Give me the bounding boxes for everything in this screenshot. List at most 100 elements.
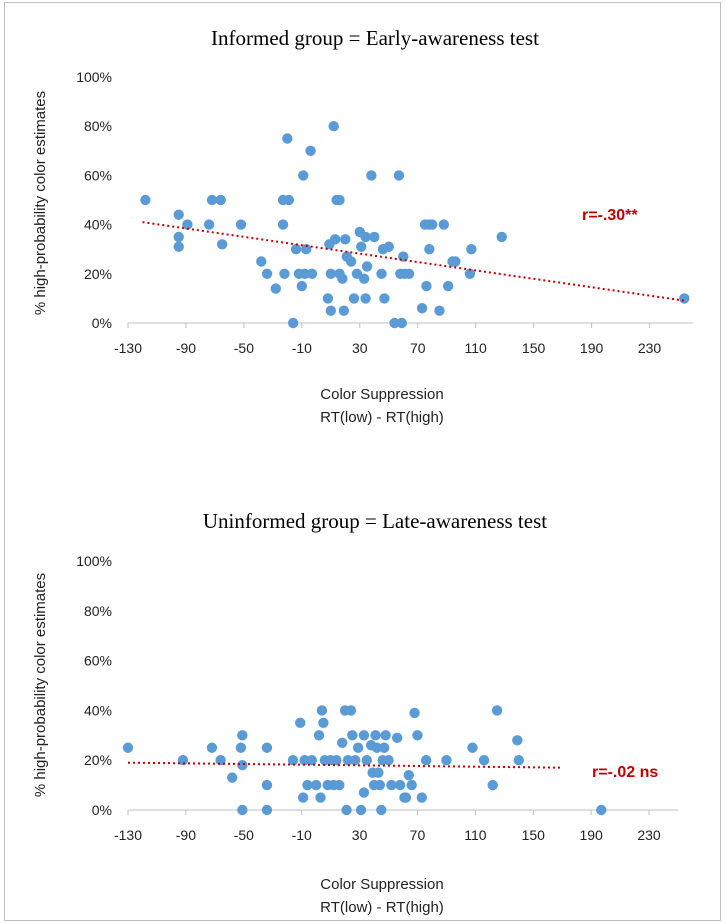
- data-point: [514, 755, 524, 765]
- x-tick-label: -50: [234, 827, 254, 843]
- x-tick-label: 150: [522, 827, 546, 843]
- data-point: [512, 735, 522, 745]
- y-tick-label: 100%: [76, 553, 112, 569]
- y-tick-label: 20%: [84, 266, 112, 282]
- data-point: [380, 730, 390, 740]
- data-point: [347, 730, 357, 740]
- x-axis-subtitle: RT(low) - RT(high): [320, 899, 444, 916]
- data-point: [417, 303, 427, 313]
- data-point: [271, 283, 281, 293]
- x-tick-label: 230: [638, 340, 662, 356]
- data-point: [278, 219, 288, 229]
- data-point: [140, 195, 150, 205]
- x-tick-label: -10: [292, 827, 312, 843]
- data-point: [216, 195, 226, 205]
- y-tick-label: 60%: [84, 167, 112, 183]
- data-point: [359, 730, 369, 740]
- data-point: [217, 239, 227, 249]
- data-point: [123, 743, 133, 753]
- data-point: [406, 780, 416, 790]
- x-tick-label: -90: [176, 340, 196, 356]
- data-point: [227, 772, 237, 782]
- x-tick-label: 230: [637, 827, 661, 843]
- y-tick-label: 0%: [92, 315, 112, 331]
- x-axis-subtitle: RT(low) - RT(high): [320, 409, 444, 426]
- data-point: [409, 708, 419, 718]
- data-point: [384, 242, 394, 252]
- data-point: [359, 787, 369, 797]
- y-tick-label: 60%: [84, 653, 112, 669]
- data-point: [307, 269, 317, 279]
- data-point: [375, 780, 385, 790]
- data-point: [284, 195, 294, 205]
- data-point: [362, 261, 372, 271]
- data-point: [376, 269, 386, 279]
- data-point: [256, 256, 266, 266]
- data-point: [392, 733, 402, 743]
- chart-title: Informed group = Early-awareness test: [211, 26, 539, 50]
- data-point: [331, 755, 341, 765]
- x-tick-label: 110: [465, 340, 488, 356]
- chart-title: Uninformed group = Late-awareness test: [203, 509, 547, 533]
- data-point: [450, 256, 460, 266]
- data-point: [334, 195, 344, 205]
- data-point: [353, 743, 363, 753]
- data-point: [340, 234, 350, 244]
- data-point: [330, 234, 340, 244]
- y-tick-label: 80%: [84, 603, 112, 619]
- data-point: [174, 242, 184, 252]
- chart-late-awareness: Uninformed group = Late-awareness test %…: [32, 509, 678, 916]
- data-point: [383, 755, 393, 765]
- data-point: [404, 770, 414, 780]
- x-axis-title: Color Suppression: [320, 386, 443, 403]
- data-point: [318, 718, 328, 728]
- data-point: [349, 293, 359, 303]
- y-tick-label: 40%: [84, 217, 112, 233]
- data-point: [174, 210, 184, 220]
- data-point: [311, 780, 321, 790]
- data-point: [376, 805, 386, 815]
- data-point: [346, 256, 356, 266]
- y-tick-label: 100%: [76, 69, 112, 85]
- data-point: [295, 718, 305, 728]
- data-point: [315, 792, 325, 802]
- data-point: [237, 805, 247, 815]
- y-tick-label: 0%: [92, 802, 112, 818]
- data-point: [497, 232, 507, 242]
- data-point: [297, 281, 307, 291]
- y-tick-label: 40%: [84, 702, 112, 718]
- data-point: [397, 318, 407, 328]
- data-point: [337, 274, 347, 284]
- data-point: [492, 705, 502, 715]
- data-point: [298, 792, 308, 802]
- x-tick-label: 110: [464, 827, 487, 843]
- data-point: [421, 755, 431, 765]
- data-point: [421, 281, 431, 291]
- data-point: [329, 121, 339, 131]
- data-point: [427, 219, 437, 229]
- data-point: [262, 780, 272, 790]
- data-point: [207, 743, 217, 753]
- x-tick-label: 190: [580, 340, 604, 356]
- data-point: [373, 767, 383, 777]
- data-point: [424, 244, 434, 254]
- data-point: [466, 244, 476, 254]
- data-point: [394, 170, 404, 180]
- data-point: [237, 730, 247, 740]
- data-point: [479, 755, 489, 765]
- data-point: [366, 170, 376, 180]
- data-point: [236, 743, 246, 753]
- data-point: [288, 318, 298, 328]
- data-point: [395, 780, 405, 790]
- chart-early-awareness: Informed group = Early-awareness test % …: [32, 26, 693, 426]
- x-tick-label: -10: [292, 340, 312, 356]
- x-axis-title: Color Suppression: [320, 876, 443, 893]
- data-point: [443, 281, 453, 291]
- data-point: [339, 306, 349, 316]
- data-point: [398, 251, 408, 261]
- data-point: [326, 306, 336, 316]
- data-point: [488, 780, 498, 790]
- data-point: [679, 293, 689, 303]
- x-tick-label: 30: [352, 827, 368, 843]
